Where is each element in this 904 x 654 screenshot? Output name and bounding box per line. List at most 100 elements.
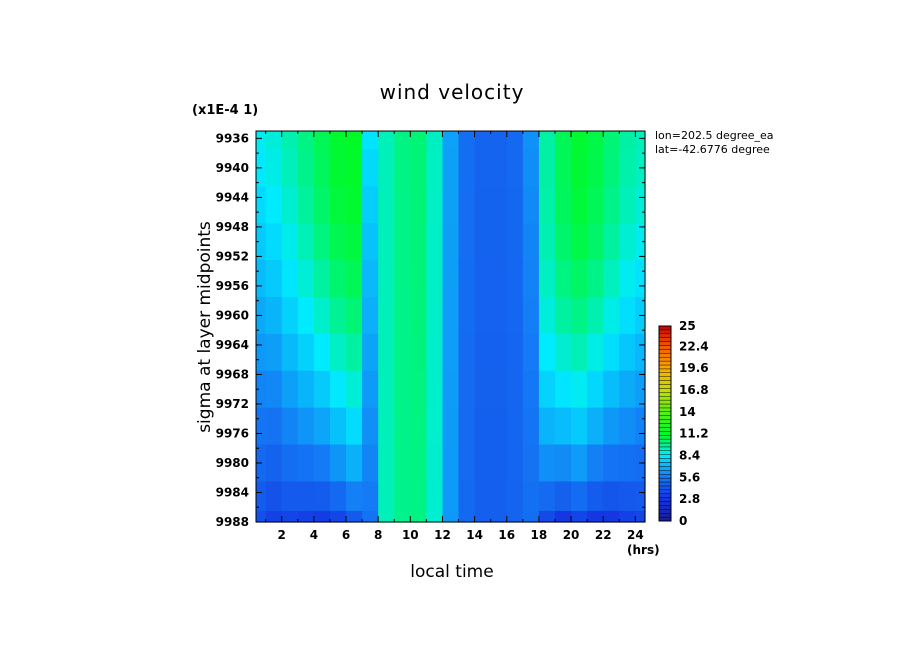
heatmap-cell [506,407,524,446]
colorbar-swatch [658,497,672,502]
heatmap-cell [410,131,427,151]
heatmap-cell [554,260,572,298]
heatmap-cell [297,223,315,261]
heatmap-cell [571,407,588,446]
heatmap-cell [522,370,540,409]
heatmap-cell [346,510,363,523]
heatmap-cell [265,149,283,187]
heatmap-cell [587,407,604,446]
heatmap-cell [587,149,604,187]
heatmap-cell [281,223,299,261]
heatmap-cell [474,260,492,298]
heatmap-cell [362,296,379,335]
heatmap-cell [297,510,315,523]
heatmap-cell [394,370,411,409]
y-tick-label: 9968 [216,367,249,381]
colorbar-swatch [658,489,672,494]
x-tick-label: 24 [627,528,644,542]
colorbar-swatch [658,349,672,354]
heatmap-cell [346,131,363,151]
colorbar-label: 11.2 [679,427,709,441]
heatmap-cell [426,444,444,483]
heatmap-cell [571,149,588,187]
heatmap-cell [458,407,476,446]
heatmap-cell [506,149,524,187]
heatmap-cell [506,260,524,298]
colorbar-swatch [658,477,672,483]
heatmap-cell [410,481,427,512]
x-tick-label: 22 [595,528,612,542]
heatmap-cell [281,186,299,224]
heatmap-cell [619,296,636,335]
heatmap-cell [256,510,267,523]
heatmap-cell [442,444,460,483]
heatmap-cell [442,407,460,446]
heatmap-cell [619,186,636,224]
colorbar-swatch [658,399,672,405]
colorbar-swatch [658,368,672,373]
heatmap-cell [410,333,427,372]
y-tick-label: 9964 [216,338,249,352]
heatmap-cell [329,296,347,335]
heatmap-cell [265,444,283,483]
heatmap-cell [329,131,347,151]
x-tick-label: 20 [563,528,580,542]
heatmap-cell [490,186,508,224]
heatmap-cell [458,510,476,523]
heatmap-cell [426,149,444,187]
heatmap-cell [490,296,508,335]
x-tick-label: 18 [531,528,548,542]
heatmap-cell [281,370,299,409]
heatmap-cell [587,370,604,409]
heatmap-cell [458,370,476,409]
heatmap-cell [346,370,363,409]
heatmap-cell [410,296,427,335]
heatmap-cell [474,407,492,446]
colorbar-swatch [658,458,672,463]
heatmap-cell [635,131,646,151]
x-tick-label: 14 [466,528,483,542]
colorbar-swatch [658,388,672,393]
heatmap-cell [538,186,556,224]
heatmap-cell [313,481,331,512]
colorbar-swatch [658,470,672,475]
heatmap-cell [603,260,620,298]
heatmap-cell [635,223,646,261]
heatmap-cell [329,510,347,523]
heatmap-cell [297,186,315,224]
heatmap-cell [410,260,427,298]
heatmap-cell [256,481,267,512]
colorbar-swatch [658,446,672,451]
heatmap-cell [587,223,604,261]
heatmap-cell [313,407,331,446]
heatmap-cell [538,260,556,298]
heatmap-cell [394,296,411,335]
heatmap-cell [329,481,347,512]
heatmap-cell [554,333,572,372]
heatmap-cell [281,481,299,512]
heatmap-cell [458,296,476,335]
heatmap-cell [281,149,299,187]
heatmap-cell [538,444,556,483]
heatmap-cell [362,370,379,409]
heatmap-cell [426,131,444,151]
heatmap-cell [297,149,315,187]
heatmap-cell [603,223,620,261]
heatmap-cell [362,510,379,523]
y-tick-label: 9960 [216,308,249,322]
heatmap-cell [571,510,588,523]
colorbar-label: 22.4 [679,339,709,353]
colorbar-swatch [658,407,672,412]
heatmap-cell [571,481,588,512]
heatmap-cell [619,333,636,372]
heatmap-cell [313,260,331,298]
heatmap-cell [410,149,427,187]
heatmap-cell [346,333,363,372]
heatmap-cell [362,149,379,187]
heatmap-cell [538,149,556,187]
heatmap-cell [394,260,411,298]
heatmap-cell [603,186,620,224]
heatmap-cell [571,186,588,224]
colorbar-label: 0 [679,514,687,528]
heatmap-cell [442,149,460,187]
